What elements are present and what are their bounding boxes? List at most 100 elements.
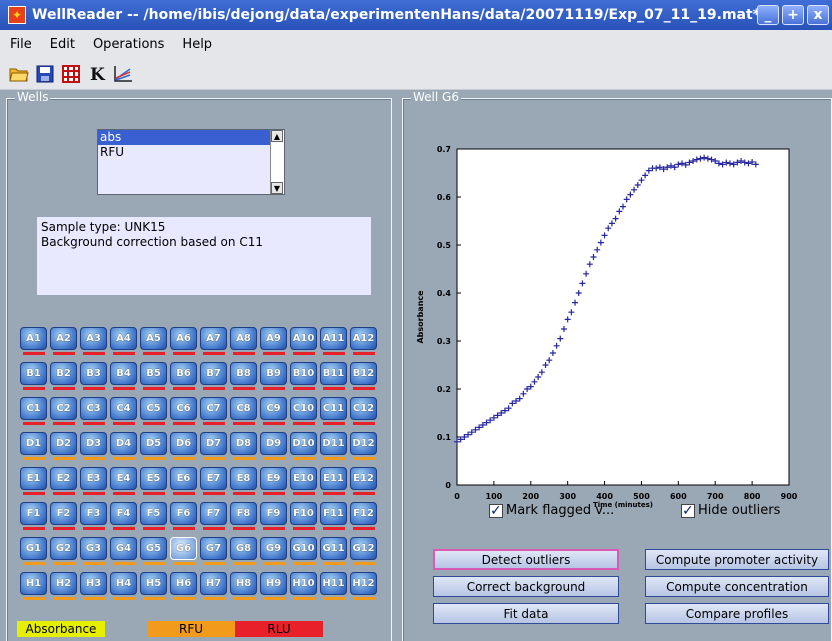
well-b10[interactable]: B10 <box>289 360 318 395</box>
well-e3[interactable]: E3 <box>79 465 108 500</box>
well-d4[interactable]: D4 <box>109 430 138 465</box>
well-c9[interactable]: C9 <box>259 395 288 430</box>
well-h3[interactable]: H3 <box>79 570 108 605</box>
well-a4[interactable]: A4 <box>109 325 138 360</box>
well-f10[interactable]: F10 <box>289 500 318 535</box>
fit-data-button[interactable]: Fit data <box>433 603 619 624</box>
well-b12[interactable]: B12 <box>349 360 378 395</box>
well-a10[interactable]: A10 <box>289 325 318 360</box>
maximize-button[interactable]: + <box>782 5 804 25</box>
well-a9[interactable]: A9 <box>259 325 288 360</box>
scroll-up-icon[interactable]: ▲ <box>271 130 283 142</box>
well-e7[interactable]: E7 <box>199 465 228 500</box>
well-d11[interactable]: D11 <box>319 430 348 465</box>
well-c10[interactable]: C10 <box>289 395 318 430</box>
k-icon[interactable]: K <box>86 63 108 85</box>
well-g10[interactable]: G10 <box>289 535 318 570</box>
well-f2[interactable]: F2 <box>49 500 78 535</box>
well-b4[interactable]: B4 <box>109 360 138 395</box>
well-e8[interactable]: E8 <box>229 465 258 500</box>
detect-outliers-button[interactable]: Detect outliers <box>433 549 619 570</box>
well-h11[interactable]: H11 <box>319 570 348 605</box>
list-item-abs[interactable]: abs <box>98 130 284 145</box>
well-h12[interactable]: H12 <box>349 570 378 605</box>
menu-edit[interactable]: Edit <box>49 36 75 52</box>
well-a8[interactable]: A8 <box>229 325 258 360</box>
well-f4[interactable]: F4 <box>109 500 138 535</box>
well-g5[interactable]: G5 <box>139 535 168 570</box>
well-h4[interactable]: H4 <box>109 570 138 605</box>
well-g3[interactable]: G3 <box>79 535 108 570</box>
well-b11[interactable]: B11 <box>319 360 348 395</box>
well-e5[interactable]: E5 <box>139 465 168 500</box>
hide-outliers-checkbox[interactable]: ✓ Hide outliers <box>681 503 780 518</box>
well-a1[interactable]: A1 <box>19 325 48 360</box>
well-a7[interactable]: A7 <box>199 325 228 360</box>
well-d3[interactable]: D3 <box>79 430 108 465</box>
correct-background-button[interactable]: Correct background <box>433 576 619 597</box>
well-c3[interactable]: C3 <box>79 395 108 430</box>
well-a6[interactable]: A6 <box>169 325 198 360</box>
well-e10[interactable]: E10 <box>289 465 318 500</box>
well-c11[interactable]: C11 <box>319 395 348 430</box>
well-e4[interactable]: E4 <box>109 465 138 500</box>
menu-help[interactable]: Help <box>182 36 213 52</box>
well-f8[interactable]: F8 <box>229 500 258 535</box>
well-h5[interactable]: H5 <box>139 570 168 605</box>
well-c8[interactable]: C8 <box>229 395 258 430</box>
measurement-listbox[interactable]: abs RFU ▲ ▼ <box>97 129 285 195</box>
well-g4[interactable]: G4 <box>109 535 138 570</box>
minimize-button[interactable]: _ <box>757 5 779 25</box>
well-h7[interactable]: H7 <box>199 570 228 605</box>
well-g11[interactable]: G11 <box>319 535 348 570</box>
well-f1[interactable]: F1 <box>19 500 48 535</box>
well-c5[interactable]: C5 <box>139 395 168 430</box>
well-c1[interactable]: C1 <box>19 395 48 430</box>
well-f9[interactable]: F9 <box>259 500 288 535</box>
compare-profiles-button[interactable]: Compare profiles <box>645 603 829 624</box>
well-c12[interactable]: C12 <box>349 395 378 430</box>
well-g2[interactable]: G2 <box>49 535 78 570</box>
well-a11[interactable]: A11 <box>319 325 348 360</box>
well-a5[interactable]: A5 <box>139 325 168 360</box>
well-a2[interactable]: A2 <box>49 325 78 360</box>
save-icon[interactable] <box>34 63 56 85</box>
well-d2[interactable]: D2 <box>49 430 78 465</box>
well-d12[interactable]: D12 <box>349 430 378 465</box>
well-c7[interactable]: C7 <box>199 395 228 430</box>
well-b7[interactable]: B7 <box>199 360 228 395</box>
well-d9[interactable]: D9 <box>259 430 288 465</box>
scroll-down-icon[interactable]: ▼ <box>271 182 283 194</box>
well-h9[interactable]: H9 <box>259 570 288 605</box>
well-g6[interactable]: G6 <box>169 535 198 570</box>
well-d5[interactable]: D5 <box>139 430 168 465</box>
plot-icon[interactable] <box>112 63 134 85</box>
well-b2[interactable]: B2 <box>49 360 78 395</box>
well-a12[interactable]: A12 <box>349 325 378 360</box>
well-e11[interactable]: E11 <box>319 465 348 500</box>
grid-icon[interactable] <box>60 63 82 85</box>
menu-file[interactable]: File <box>10 36 32 52</box>
close-button[interactable]: x <box>807 5 829 25</box>
well-c4[interactable]: C4 <box>109 395 138 430</box>
well-f12[interactable]: F12 <box>349 500 378 535</box>
well-b6[interactable]: B6 <box>169 360 198 395</box>
mark-flagged-checkbox[interactable]: ✓ Mark flagged v... <box>489 503 614 518</box>
well-b3[interactable]: B3 <box>79 360 108 395</box>
well-d10[interactable]: D10 <box>289 430 318 465</box>
well-g1[interactable]: G1 <box>19 535 48 570</box>
well-b8[interactable]: B8 <box>229 360 258 395</box>
well-f6[interactable]: F6 <box>169 500 198 535</box>
well-h2[interactable]: H2 <box>49 570 78 605</box>
well-d1[interactable]: D1 <box>19 430 48 465</box>
well-d6[interactable]: D6 <box>169 430 198 465</box>
well-c2[interactable]: C2 <box>49 395 78 430</box>
listbox-scrollbar[interactable]: ▲ ▼ <box>270 130 284 194</box>
well-e9[interactable]: E9 <box>259 465 288 500</box>
well-d8[interactable]: D8 <box>229 430 258 465</box>
well-e12[interactable]: E12 <box>349 465 378 500</box>
well-e2[interactable]: E2 <box>49 465 78 500</box>
well-h10[interactable]: H10 <box>289 570 318 605</box>
well-g7[interactable]: G7 <box>199 535 228 570</box>
menu-operations[interactable]: Operations <box>92 36 165 52</box>
